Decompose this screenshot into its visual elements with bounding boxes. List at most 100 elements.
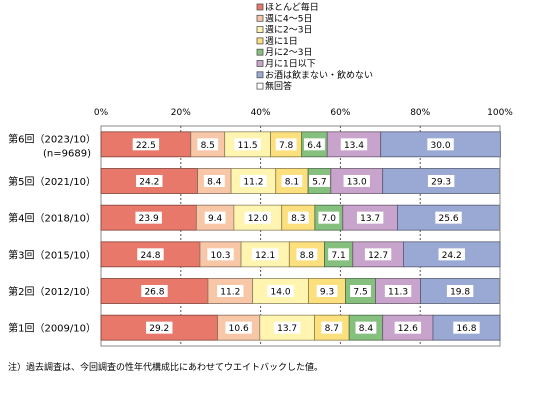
data-label: 7.0 bbox=[322, 214, 337, 224]
data-label: 10.3 bbox=[210, 251, 230, 261]
x-tick-label: 0% bbox=[94, 108, 109, 118]
data-label-bg bbox=[136, 175, 163, 187]
data-label: 26.8 bbox=[144, 288, 164, 298]
data-label: 14.0 bbox=[271, 288, 291, 298]
data-label: 13.7 bbox=[360, 214, 380, 224]
data-label-bg bbox=[427, 175, 455, 187]
data-label: 25.6 bbox=[439, 214, 459, 224]
data-label: 24.2 bbox=[139, 178, 159, 188]
data-label: 29.2 bbox=[149, 324, 169, 334]
data-label-bg bbox=[318, 211, 340, 224]
data-label: 8.4 bbox=[359, 324, 374, 334]
data-label: 7.1 bbox=[331, 251, 345, 261]
category-label: 第3回（2015/10） bbox=[8, 248, 96, 261]
data-label-bg bbox=[296, 248, 318, 261]
data-label: 13.4 bbox=[344, 141, 364, 151]
legend-label: ほとんど毎日 bbox=[265, 1, 319, 13]
data-label: 5.7 bbox=[312, 178, 326, 188]
legend-label: お酒は飲まない・飲めない bbox=[265, 69, 373, 81]
category-label: 第2回（2012/10） bbox=[8, 285, 96, 298]
data-label: 8.7 bbox=[325, 324, 339, 334]
data-label-bg bbox=[384, 285, 412, 297]
legend-swatch bbox=[256, 26, 264, 34]
data-label-bg bbox=[427, 138, 454, 151]
data-label-bg bbox=[225, 321, 252, 334]
x-tick-label: 80% bbox=[410, 108, 430, 118]
data-label-bg bbox=[197, 138, 219, 151]
x-tick-label: 100% bbox=[487, 108, 513, 118]
data-label-bg bbox=[217, 285, 244, 297]
data-label-bg bbox=[304, 138, 325, 151]
data-label-bg bbox=[340, 138, 368, 151]
data-label-bg bbox=[267, 285, 294, 297]
data-label: 11.2 bbox=[220, 288, 240, 298]
category-label: 第6回（2023/10） bbox=[8, 132, 96, 145]
legend-swatch bbox=[256, 48, 264, 56]
data-label-bg bbox=[281, 175, 303, 187]
data-label: 12.1 bbox=[255, 251, 275, 261]
data-label: 24.2 bbox=[442, 251, 462, 261]
data-label-bg bbox=[309, 175, 330, 187]
data-label: 29.3 bbox=[431, 178, 451, 188]
legend-label: 月に2～3日 bbox=[265, 47, 312, 58]
data-label-bg bbox=[137, 248, 164, 261]
data-label-bg bbox=[394, 321, 422, 334]
data-label: 30.0 bbox=[431, 141, 451, 151]
data-label: 8.3 bbox=[291, 214, 305, 224]
data-label-bg bbox=[287, 211, 309, 224]
legend-swatch bbox=[256, 60, 264, 67]
data-label-bg bbox=[343, 175, 370, 187]
bar-segment bbox=[240, 241, 290, 268]
data-label-bg bbox=[316, 285, 338, 297]
data-label-bg bbox=[328, 248, 350, 261]
data-label-bg bbox=[435, 211, 462, 224]
data-label: 13.0 bbox=[347, 178, 367, 188]
data-label-bg bbox=[355, 321, 377, 334]
bars: 22.5 8.5 11.5 7.8 6.4 13.4 30.0 24.2 8.4 11.2 8.1 5… bbox=[100, 131, 501, 341]
gridlines bbox=[100, 125, 501, 347]
data-label-bg bbox=[203, 175, 225, 187]
data-label: 9.3 bbox=[320, 288, 334, 298]
x-tick-label: 60% bbox=[330, 108, 350, 118]
bar-segment bbox=[326, 131, 382, 158]
data-label-bg bbox=[234, 138, 261, 151]
legend-swatch bbox=[256, 3, 264, 11]
data-label: 8.4 bbox=[207, 178, 222, 188]
data-label: 8.8 bbox=[300, 251, 315, 261]
data-label-bg bbox=[321, 321, 343, 334]
data-label-bg bbox=[438, 248, 465, 261]
legend-swatch bbox=[256, 37, 264, 45]
stacked-bar-chart: ほとんど毎日週に4～5日週に2～3日週に1日月に2～3日月に1日以下お酒は飲まな… bbox=[8, 1, 513, 347]
data-label-bg bbox=[446, 285, 474, 297]
legend-label: 無回答 bbox=[265, 80, 292, 92]
data-label: 9.4 bbox=[208, 214, 223, 224]
legend-swatch bbox=[256, 82, 264, 90]
category-label: 第4回（2018/10） bbox=[8, 212, 96, 225]
x-tick-label: 20% bbox=[171, 108, 191, 118]
data-label: 24.8 bbox=[140, 251, 160, 261]
legend-label: 週に2～3日 bbox=[265, 25, 312, 36]
category-labels: 第6回（2023/10） (n=9689) 第5回（2021/10） 第4回（2018… bbox=[8, 132, 96, 334]
legend-label: 週に4～5日 bbox=[265, 13, 312, 24]
bar-segment bbox=[288, 241, 325, 268]
data-label-bg bbox=[275, 138, 297, 151]
x-tick-label: 40% bbox=[251, 108, 271, 118]
data-label-bg bbox=[364, 248, 392, 261]
bar-segment bbox=[100, 241, 201, 268]
data-label: 19.8 bbox=[450, 288, 470, 298]
data-label-bg bbox=[240, 175, 267, 187]
data-label-bg bbox=[141, 285, 168, 297]
data-label-bg bbox=[350, 285, 371, 297]
legend: ほとんど毎日週に4～5日週に2～3日週に1日月に2～3日月に1日以下お酒は飲まな… bbox=[256, 1, 373, 92]
data-label-bg bbox=[273, 321, 301, 334]
data-label: 7.5 bbox=[353, 288, 367, 298]
footnote: 注）過去調査は、今回調査の性年代構成比にあわせてウエイトバックした値。 bbox=[8, 363, 324, 373]
category-sublabel: (n=9689) bbox=[43, 148, 91, 159]
data-label: 7.8 bbox=[279, 141, 294, 151]
x-axis: 0% 20% 40% 60% 80% 100% bbox=[94, 108, 513, 118]
data-label: 22.5 bbox=[136, 141, 156, 151]
data-label-bg bbox=[204, 211, 226, 224]
data-label: 11.2 bbox=[243, 178, 263, 188]
data-label: 8.1 bbox=[285, 178, 299, 188]
data-label: 11.5 bbox=[238, 141, 258, 151]
